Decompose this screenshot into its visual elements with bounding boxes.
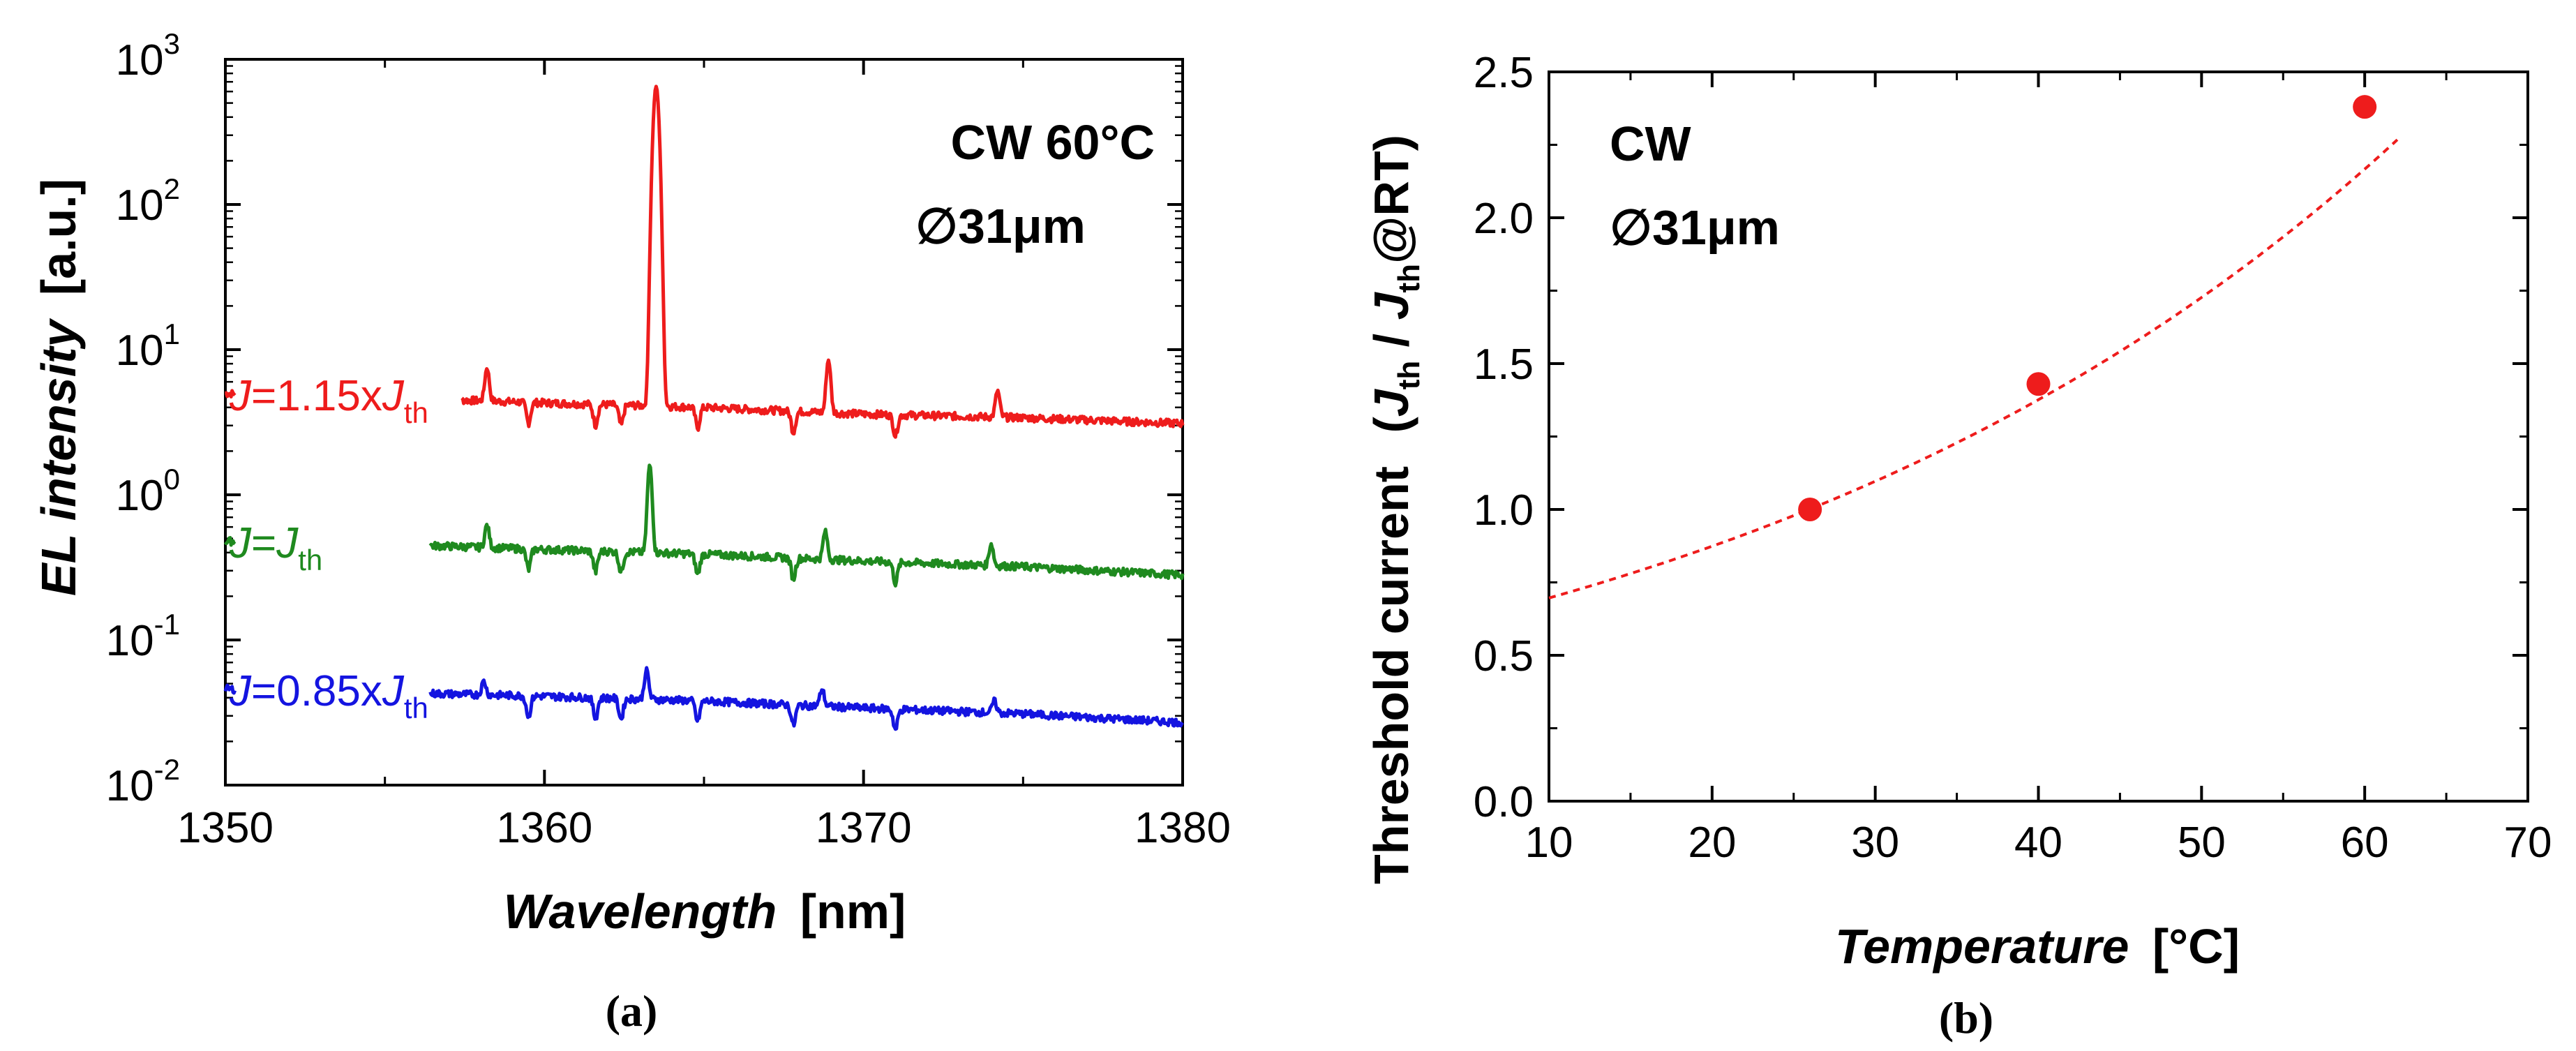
panel-b-chart: Threshold current (Jth / Jth@RT) 10 20 30 4… bbox=[1364, 49, 2552, 1043]
panel-b-annotation-condition: CW bbox=[1610, 117, 1691, 171]
panel-a-caption: (a) bbox=[606, 986, 658, 1036]
panel-b-ytick-label: 0.5 bbox=[1474, 632, 1534, 680]
panel-b-xlabel: Temperature [°C] bbox=[1835, 919, 2240, 974]
panel-b-ytick-label: 0.0 bbox=[1474, 778, 1534, 826]
panel-a-ytick-label: 102 bbox=[116, 172, 180, 230]
panel-a-xtick-label: 1380 bbox=[1135, 804, 1231, 852]
panel-b-xtick-label: 30 bbox=[1851, 819, 1899, 867]
panel-a-chart: EL intensity [a.u.] 1350 1360 1370 13801031… bbox=[31, 27, 1231, 1036]
panel-b-xtick-label: 10 bbox=[1525, 819, 1573, 867]
panel-b-points bbox=[1798, 95, 2377, 521]
panel-a-xtick-label: 1360 bbox=[496, 804, 592, 852]
panel-a-series-label: J=1.15xJth bbox=[229, 372, 428, 429]
panel-b-fit-curve bbox=[1548, 138, 2399, 599]
panel-b-data-point bbox=[2353, 95, 2377, 119]
panel-a-ytick-label: 10-2 bbox=[106, 753, 180, 810]
panel-b-xtick-label: 40 bbox=[2014, 819, 2062, 867]
panel-b-frame bbox=[1548, 70, 2529, 803]
panel-b-caption: (b) bbox=[1939, 993, 1993, 1043]
panel-b-annotation-diameter: ∅31μm bbox=[1610, 200, 1780, 255]
panel-b-xtick-label: 50 bbox=[2178, 819, 2226, 867]
panel-a-ytick-label: 10-1 bbox=[106, 608, 180, 665]
panel-a-ylabel: EL intensity [a.u.] bbox=[31, 179, 86, 596]
panel-b-ytick-label: 2.0 bbox=[1474, 195, 1534, 243]
panel-a-xtick-label: 1350 bbox=[177, 804, 274, 852]
panel-b-data-point bbox=[1798, 498, 1822, 521]
panel-a-xlabel: Wavelength [nm] bbox=[504, 884, 906, 939]
panel-a-ticks: 1350 1360 1370 1380 103 102 101 100 10-1 10-2 bbox=[106, 27, 1231, 852]
panel-b-ytick-label: 1.0 bbox=[1474, 486, 1534, 535]
panel-a-series-label: J=Jth bbox=[229, 519, 322, 576]
panel-b-ytick-label: 2.5 bbox=[1474, 49, 1534, 97]
panel-a-xtick-label: 1370 bbox=[816, 804, 912, 852]
panel-b-xtick-label: 70 bbox=[2504, 819, 2552, 867]
panel-b-ticks: 10 20 30 40 50 60 70 0.0 0.5 1.0 1.5 2.0 2.5 bbox=[1474, 49, 2552, 867]
panel-a-ytick-label: 101 bbox=[116, 318, 180, 375]
panel-a-series bbox=[223, 84, 1185, 731]
panel-b-xtick-label: 20 bbox=[1688, 819, 1736, 867]
panel-b-ytick-label: 1.5 bbox=[1474, 341, 1534, 389]
panel-a-series-line bbox=[224, 84, 1185, 439]
panel-a-series-line bbox=[224, 463, 1185, 588]
panel-a-series-labels: J=1.15xJth J=Jth J=0.85xJth bbox=[229, 372, 428, 724]
panel-b-xtick-label: 60 bbox=[2341, 819, 2389, 867]
panel-b-data-point bbox=[2026, 372, 2051, 396]
panel-a-annotation-diameter: ∅31μm bbox=[915, 199, 1086, 253]
panel-a-ytick-label: 103 bbox=[116, 27, 180, 84]
panel-b-fit bbox=[1548, 138, 2399, 599]
panel-b-ylabel: Threshold current (Jth / Jth@RT) bbox=[1364, 135, 1426, 884]
panel-a-series-line bbox=[223, 666, 1184, 731]
panel-a-series-label: J=0.85xJth bbox=[229, 667, 428, 724]
panel-a-ytick-label: 100 bbox=[116, 463, 180, 520]
panel-a-annotation-condition: CW 60°C bbox=[951, 115, 1155, 170]
